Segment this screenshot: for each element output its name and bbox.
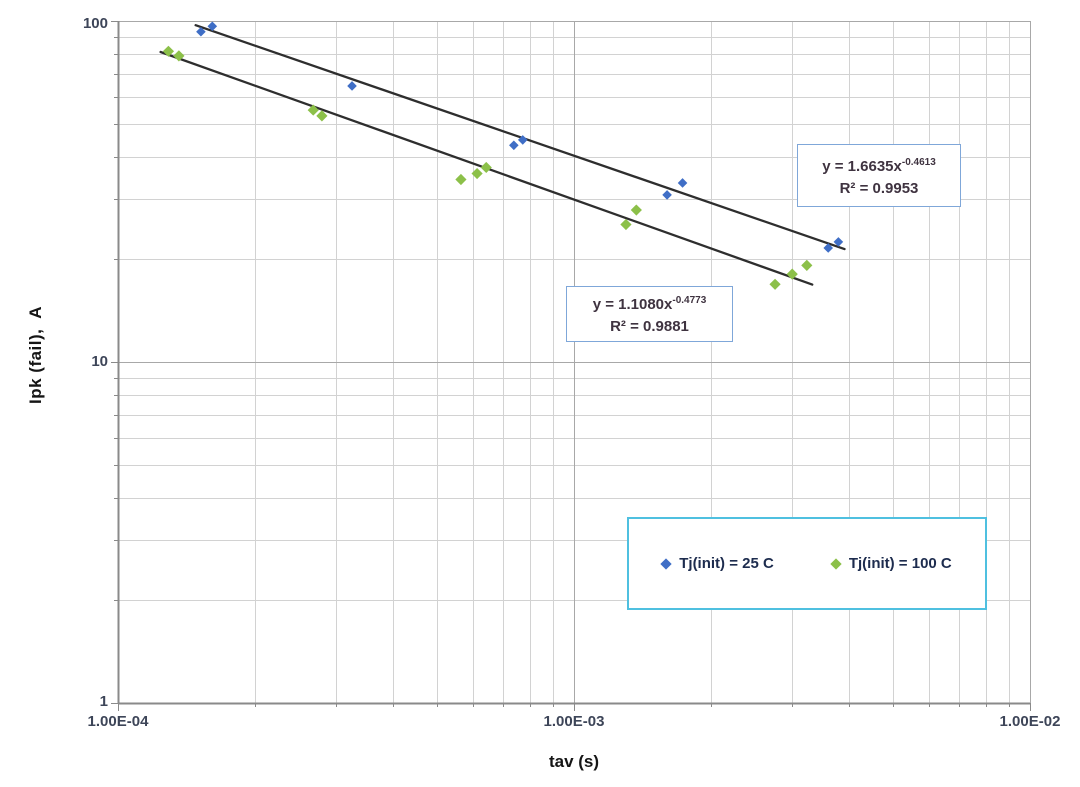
data-point-marker[interactable] [509,140,519,151]
legend-label-25c: Tj(init) = 25 C [679,555,774,572]
trendline-r2-25c: R² = 0.9953 [839,179,919,197]
data-point-marker[interactable] [307,104,319,116]
series-25c-points[interactable] [196,21,844,253]
trendline-25c[interactable] [194,24,846,251]
data-point-marker[interactable] [196,26,206,37]
legend-item-25c[interactable]: Tj(init) = 25 C [660,555,774,572]
legend-diamond-100c-icon [830,557,842,570]
data-point-marker[interactable] [207,21,218,32]
data-point-marker[interactable] [162,45,175,57]
data-point-marker[interactable] [471,167,483,180]
legend: Tj(init) = 25 C Tj(init) = 100 C [627,517,987,610]
data-point-marker[interactable] [677,178,688,188]
data-point-marker[interactable] [630,204,642,216]
data-point-marker[interactable] [786,268,798,280]
grid-major [118,20,1032,703]
trendline-label-100c[interactable]: y = 1.1080x-0.4773 R² = 0.9881 [566,286,733,342]
data-point-marker[interactable] [823,243,834,253]
tick-marks [111,20,1032,711]
trendline-exponent-25c: -0.4613 [901,156,936,168]
data-point-marker[interactable] [173,50,185,62]
legend-label-100c: Tj(init) = 100 C [848,555,952,572]
y-axis-title: Ipk (fail), A [26,306,45,404]
y-tick-1: 1 [99,693,108,710]
data-point-marker[interactable] [620,218,632,231]
data-point-marker[interactable] [662,190,672,200]
trendline-equation-25c: y = 1.6635x-0.4613 [822,156,936,175]
data-point-marker[interactable] [769,278,781,290]
data-point-marker[interactable] [801,259,813,271]
data-point-marker[interactable] [455,173,467,186]
data-point-marker[interactable] [833,237,844,247]
trendline-exponent-100c: -0.4773 [672,295,707,306]
data-point-marker[interactable] [347,81,357,91]
data-point-marker[interactable] [316,110,328,122]
legend-diamond-25c-icon [660,557,672,570]
x-axis-title: tav (s) [548,752,600,771]
trendline-equation-100c: y = 1.1080x-0.4773 [592,295,707,313]
y-tick-100: 100 [82,15,108,32]
x-tick-1e-4: 1.00E-04 [87,713,149,730]
data-point-marker[interactable] [480,161,492,174]
x-tick-1e-3: 1.00E-03 [543,713,605,730]
legend-item-100c[interactable]: Tj(init) = 100 C [830,555,952,572]
y-tick-10: 10 [91,353,108,370]
data-point-marker[interactable] [517,135,528,145]
trendline-label-25c[interactable]: y = 1.6635x-0.4613 R² = 0.9953 [797,144,961,207]
series-100c-points[interactable] [162,45,813,290]
x-tick-1e-2: 1.00E-02 [999,713,1061,730]
trendline-r2-100c: R² = 0.9881 [610,318,689,335]
